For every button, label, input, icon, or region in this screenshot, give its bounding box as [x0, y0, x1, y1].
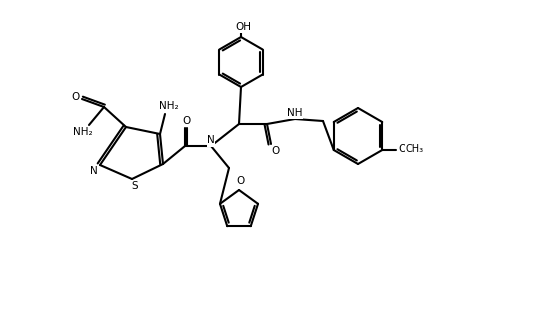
Text: S: S: [132, 181, 138, 191]
Text: O: O: [237, 176, 245, 186]
Text: O: O: [272, 146, 280, 156]
Text: CH₃: CH₃: [405, 144, 423, 154]
Text: N: N: [90, 166, 98, 176]
Text: NH₂: NH₂: [159, 101, 179, 111]
Text: O: O: [71, 92, 79, 102]
Text: NH₂: NH₂: [73, 127, 93, 137]
Text: N: N: [207, 136, 215, 146]
Text: O: O: [398, 144, 406, 154]
Text: OH: OH: [235, 22, 251, 32]
Text: O: O: [183, 116, 191, 126]
Text: N: N: [207, 135, 215, 145]
Text: NH: NH: [287, 108, 303, 118]
